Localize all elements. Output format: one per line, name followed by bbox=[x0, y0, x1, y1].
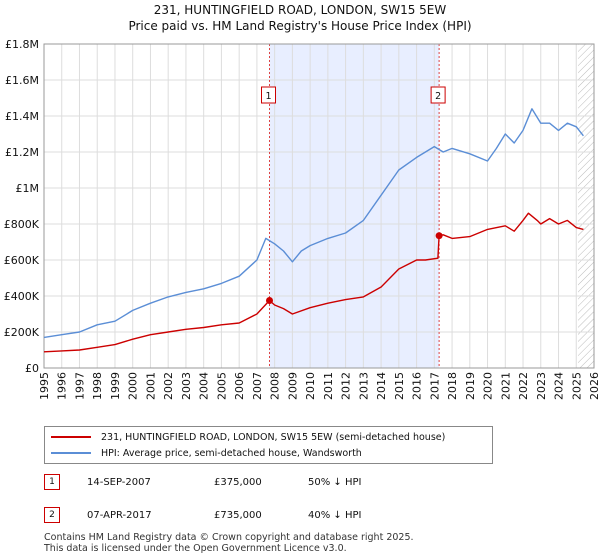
chart-legend: 231, HUNTINGFIELD ROAD, LONDON, SW15 5EW… bbox=[44, 426, 493, 464]
x-tick-label: 2024 bbox=[553, 372, 566, 400]
series-line-hpi bbox=[43, 108, 584, 339]
legend-label-property: 231, HUNTINGFIELD ROAD, LONDON, SW15 5EW… bbox=[101, 431, 446, 443]
legend-swatch-property bbox=[51, 436, 91, 438]
sale-marker-box bbox=[430, 86, 446, 104]
transaction-row: 2 07-APR-2017 £735,000 40% ↓ HPI bbox=[44, 506, 361, 524]
x-tick-label: 2005 bbox=[215, 372, 228, 400]
transaction-price: £735,000 bbox=[214, 509, 262, 521]
y-tick-label: £400K bbox=[4, 290, 40, 303]
legend-item-property: 231, HUNTINGFIELD ROAD, LONDON, SW15 5EW… bbox=[51, 430, 445, 444]
x-tick-label: 2008 bbox=[269, 372, 282, 400]
legend-label-hpi: HPI: Average price, semi-detached house,… bbox=[101, 447, 362, 459]
y-tick-label: £1.6M bbox=[5, 74, 39, 87]
x-tick-label: 2010 bbox=[304, 372, 317, 400]
x-tick-label: 2012 bbox=[340, 372, 353, 400]
transaction-hpi-delta: 50% ↓ HPI bbox=[308, 476, 362, 488]
x-tick-label: 2020 bbox=[482, 372, 495, 400]
transaction-hpi-delta: 40% ↓ HPI bbox=[308, 509, 362, 521]
x-tick-label: 2011 bbox=[322, 372, 335, 400]
x-tick-label: 2013 bbox=[357, 372, 370, 400]
sale-marker-box bbox=[261, 86, 276, 104]
x-tick-label: 2026 bbox=[588, 372, 600, 400]
x-tick-label: 2018 bbox=[446, 372, 459, 400]
x-tick-label: 2007 bbox=[251, 372, 264, 400]
y-tick-label: £1.2M bbox=[5, 146, 39, 159]
y-tick-label: £1.8M bbox=[5, 38, 39, 51]
x-tick-label: 2025 bbox=[570, 372, 583, 400]
footer-licence: This data is licensed under the Open Gov… bbox=[44, 543, 347, 554]
x-tick-label: 2004 bbox=[198, 372, 211, 400]
sale-marker-label: 2 bbox=[435, 91, 441, 102]
x-tick-label: 2003 bbox=[180, 372, 193, 400]
sale-marker-label: 1 bbox=[265, 91, 271, 102]
transaction-row: 1 14-SEP-2007 £375,000 50% ↓ HPI bbox=[44, 473, 361, 491]
transaction-date: 14-SEP-2007 bbox=[87, 476, 151, 488]
transaction-date: 07-APR-2017 bbox=[87, 509, 152, 521]
future-hatch-region bbox=[578, 44, 594, 368]
x-tick-label: 2022 bbox=[517, 372, 530, 400]
sale-point bbox=[435, 232, 443, 240]
footer-copyright: Contains HM Land Registry data © Crown c… bbox=[44, 532, 414, 543]
x-tick-label: 2000 bbox=[127, 372, 140, 400]
x-tick-label: 2021 bbox=[499, 372, 512, 400]
x-tick-label: 2002 bbox=[162, 372, 175, 400]
x-tick-label: 2001 bbox=[144, 372, 157, 400]
x-tick-label: 2014 bbox=[375, 372, 388, 400]
legend-swatch-hpi bbox=[51, 452, 91, 454]
x-tick-label: 2015 bbox=[393, 372, 406, 400]
x-tick-label: 2009 bbox=[286, 372, 299, 400]
shaded-ownership-region bbox=[269, 44, 440, 368]
x-tick-label: 2016 bbox=[411, 372, 424, 400]
chart-title: 231, HUNTINGFIELD ROAD, LONDON, SW15 5EW bbox=[153, 3, 447, 17]
x-tick-label: 1998 bbox=[91, 372, 104, 400]
x-tick-label: 2023 bbox=[535, 372, 548, 400]
price-chart: 1 2 £0 £200K £400K £600K £800K £1M £1.2M £1.4M £1.… bbox=[4, 38, 600, 400]
transaction-marker-badge: 2 bbox=[44, 507, 60, 523]
y-tick-label: £1M bbox=[16, 182, 40, 195]
legend-item-hpi: HPI: Average price, semi-detached house,… bbox=[51, 446, 362, 460]
plot-border bbox=[43, 43, 595, 369]
y-tick-label: £800K bbox=[4, 218, 40, 231]
x-tick-label: 2006 bbox=[233, 372, 246, 400]
transaction-price: £375,000 bbox=[214, 476, 262, 488]
y-tick-label: £0 bbox=[25, 362, 39, 375]
transaction-marker-badge: 1 bbox=[44, 474, 60, 490]
chart-subtitle: Price paid vs. HM Land Registry's House … bbox=[128, 19, 472, 33]
y-tick-label: £1.4M bbox=[5, 110, 39, 123]
y-tick-label: £200K bbox=[4, 326, 40, 339]
x-tick-label: 2019 bbox=[464, 372, 477, 400]
sale-point bbox=[266, 297, 273, 304]
series-line-property bbox=[43, 212, 584, 353]
x-tick-label: 1997 bbox=[73, 372, 86, 400]
x-tick-label: 1999 bbox=[109, 372, 122, 400]
y-tick-label: £600K bbox=[4, 254, 40, 267]
x-tick-label: 1995 bbox=[38, 372, 51, 400]
x-tick-label: 2017 bbox=[428, 372, 441, 400]
x-tick-label: 1996 bbox=[56, 372, 69, 400]
